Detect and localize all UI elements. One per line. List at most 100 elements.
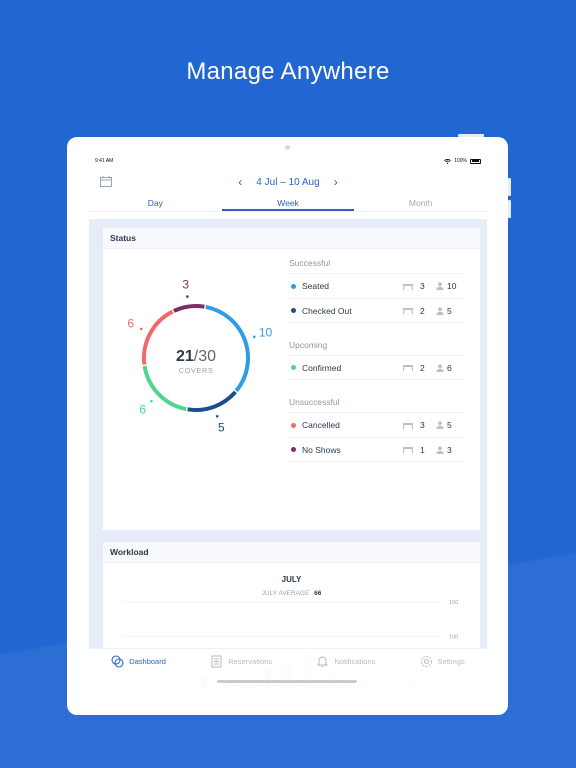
nav-notifications-label: Notifications <box>334 657 376 666</box>
app-screen: 9:41 AM 100% ‹ 4 Jul – 10 Aug › <box>89 154 487 688</box>
status-name: Checked Out <box>302 305 352 316</box>
status-row[interactable]: Confirmed 2 6 <box>289 355 463 380</box>
bottom-nav: Dashboard Reservations Notifications <box>89 648 487 688</box>
person-icon <box>436 306 444 315</box>
average-value: 66 <box>314 590 322 597</box>
status-dot <box>291 365 296 370</box>
tablet-frame: 9:41 AM 100% ‹ 4 Jul – 10 Aug › <box>67 137 508 715</box>
reservations-icon <box>211 655 222 668</box>
workload-card-title: Workload <box>103 542 480 563</box>
donut-label-dot <box>186 295 189 298</box>
dashboard-content[interactable]: Status 10 5 6 6 3 21/30 COVERS Successful Seate… <box>89 219 487 688</box>
table-icon <box>402 446 414 453</box>
person-icon <box>436 282 444 290</box>
donut-segment <box>142 365 187 412</box>
date-range-label[interactable]: 4 Jul – 10 Aug <box>256 176 320 188</box>
guest-count: 3 <box>447 444 452 455</box>
wifi-icon <box>444 158 452 164</box>
status-group-title: Upcoming <box>289 340 328 350</box>
nav-dashboard[interactable]: Dashboard <box>111 655 166 668</box>
nav-settings[interactable]: Settings <box>420 655 465 668</box>
date-bar: ‹ 4 Jul – 10 Aug › <box>89 168 487 196</box>
dashboard-icon <box>111 655 124 668</box>
donut-segment-label: 10 <box>259 326 273 340</box>
donut-label-dot <box>139 327 143 331</box>
donut-segment <box>142 309 174 365</box>
donut-segment-label: 6 <box>127 316 134 330</box>
status-time: 9:41 AM <box>95 158 114 164</box>
status-group: Unsuccessful Cancelled 3 5 No Shows 1 3 <box>289 392 463 462</box>
donut-segment <box>187 390 237 412</box>
average-label: JULY AVERAGE <box>261 590 310 597</box>
donut-label-dot <box>252 335 256 339</box>
volume-down-button <box>508 200 511 218</box>
status-dot <box>291 283 296 289</box>
status-row[interactable]: Seated 3 10 <box>289 273 463 298</box>
status-right: 100% <box>444 158 481 164</box>
table-count: 2 <box>420 305 425 316</box>
y-tick-label: 150 <box>449 600 458 606</box>
status-bar: 9:41 AM 100% <box>89 154 487 168</box>
bell-icon <box>317 656 329 667</box>
person-icon <box>436 363 444 372</box>
guest-count: 5 <box>447 305 452 316</box>
table-count: 3 <box>420 281 425 291</box>
table-count: 3 <box>420 420 425 430</box>
table-icon <box>402 307 414 314</box>
period-tabs: Day Week Month <box>89 196 487 212</box>
calendar-icon[interactable] <box>100 176 112 187</box>
status-card-title: Status <box>103 228 480 249</box>
prev-range-chevron-icon[interactable]: ‹ <box>238 175 243 189</box>
donut-segment-label: 6 <box>139 402 146 416</box>
donut-label-dot <box>150 399 153 403</box>
volume-up-button <box>508 178 511 196</box>
battery-percent: 100% <box>454 158 467 164</box>
nav-dashboard-label: Dashboard <box>129 657 166 666</box>
tab-week[interactable]: Week <box>221 196 355 211</box>
nav-settings-label: Settings <box>437 657 465 666</box>
guest-count: 10 <box>447 281 457 291</box>
tab-month[interactable]: Month <box>408 198 433 208</box>
home-indicator <box>217 680 357 683</box>
next-range-chevron-icon[interactable]: › <box>333 175 338 189</box>
table-count: 1 <box>420 444 425 455</box>
status-name: Seated <box>302 281 329 291</box>
headline: Manage Anywhere <box>186 58 390 85</box>
status-group: Successful Seated 3 10 Checked Out 2 5 <box>289 253 463 323</box>
status-group-title: Unsuccessful <box>289 397 340 407</box>
status-row[interactable]: Cancelled 3 5 <box>289 412 463 437</box>
status-card: Status 10 5 6 6 3 21/30 COVERS Successful Seate… <box>103 228 480 530</box>
status-dot <box>291 422 296 428</box>
status-name: No Shows <box>302 444 341 455</box>
status-name: Confirmed <box>302 362 342 373</box>
status-group-title: Successful <box>289 258 331 268</box>
covers-count: 21/30 <box>176 348 216 365</box>
camera-dot <box>285 145 290 150</box>
donut-segment-label: 5 <box>218 421 225 435</box>
tab-day[interactable]: Day <box>147 198 163 208</box>
donut-segment-label: 3 <box>182 278 189 292</box>
top-button <box>458 134 484 137</box>
status-row[interactable]: Checked Out 2 5 <box>289 298 463 323</box>
person-icon <box>436 445 444 454</box>
table-count: 2 <box>420 362 425 373</box>
person-icon <box>436 421 444 429</box>
guest-count: 6 <box>447 362 452 373</box>
nav-notifications[interactable]: Notifications <box>316 655 375 668</box>
table-icon <box>402 422 414 429</box>
status-dot <box>291 447 296 452</box>
status-dot <box>291 308 296 313</box>
y-tick-label: 100 <box>449 634 458 640</box>
gear-icon <box>420 656 432 667</box>
nav-reservations-label: Reservations <box>228 657 273 666</box>
donut-segment <box>205 304 250 393</box>
chart-title: JULY <box>281 575 302 584</box>
covers-label: COVERS <box>179 366 214 375</box>
battery-icon <box>470 158 481 164</box>
status-group: Upcoming Confirmed 2 6 <box>289 335 463 380</box>
chart-average: JULY AVERAGE 66 <box>103 590 480 597</box>
nav-reservations[interactable]: Reservations <box>210 655 272 668</box>
guest-count: 5 <box>447 420 452 430</box>
status-row[interactable]: No Shows 1 3 <box>289 437 463 462</box>
